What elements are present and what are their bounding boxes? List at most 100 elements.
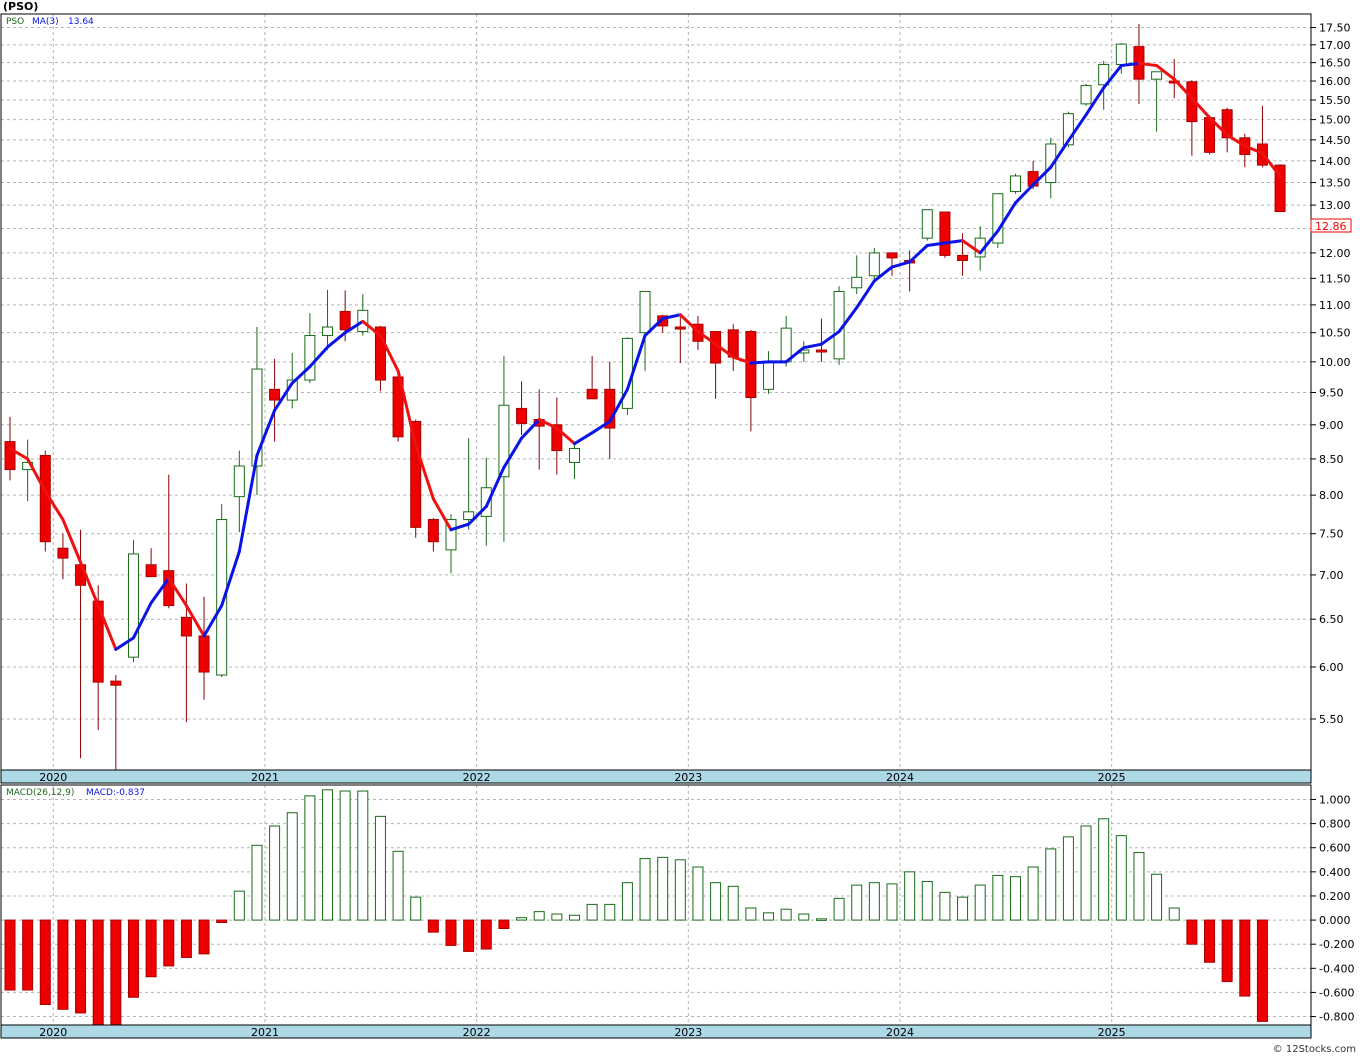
macd-bar — [445, 919, 457, 946]
candle-body — [1009, 175, 1021, 192]
candle — [639, 290, 651, 371]
ma-segment — [26, 457, 47, 493]
macd-bar — [1221, 919, 1233, 983]
ma-segment — [819, 330, 841, 346]
ma-segment — [61, 518, 83, 564]
candle-body — [639, 290, 651, 334]
candle-body — [1221, 109, 1233, 139]
macd-tick-label: 0.800 — [1319, 818, 1351, 831]
x-axis-label: 2021 — [251, 771, 279, 784]
candle — [110, 675, 122, 770]
price-candles — [4, 24, 1286, 770]
macd-bar — [621, 882, 633, 921]
x-axis-label: 2021 — [251, 1026, 279, 1039]
macd-grid — [1, 785, 1311, 1025]
candle — [516, 381, 528, 435]
candle — [163, 474, 175, 609]
candle — [586, 355, 598, 400]
ma-segment — [449, 522, 471, 532]
candle — [1221, 107, 1233, 153]
ma-segment — [1049, 139, 1070, 169]
macd-bar — [1204, 919, 1216, 963]
x-axis-label: 2022 — [463, 771, 491, 784]
macd-bar — [463, 919, 475, 952]
ma-segment — [872, 265, 894, 283]
candle-body — [992, 193, 1004, 244]
price-tick-label: 14.50 — [1319, 134, 1351, 147]
macd-bar — [1151, 873, 1163, 921]
price-tick-label: 15.50 — [1319, 94, 1351, 107]
ma-segment — [8, 446, 30, 461]
macd-panel-border — [0, 784, 1312, 1026]
macd-bar — [533, 911, 545, 921]
candle — [727, 324, 739, 371]
price-tick-label: 14.00 — [1319, 155, 1351, 168]
ma-segment — [43, 489, 65, 522]
candle — [57, 533, 69, 580]
ma-segment — [1137, 61, 1159, 68]
ma-segment — [220, 549, 241, 608]
macd-bar — [498, 919, 510, 930]
ma-segment — [414, 443, 435, 501]
candle — [22, 439, 34, 502]
macd-bar — [251, 844, 263, 921]
ma-segment — [1013, 183, 1035, 205]
x-axis-label: 2023 — [674, 771, 702, 784]
price-tick-label: 11.00 — [1319, 299, 1351, 312]
macd-bar — [851, 884, 863, 921]
candle — [480, 457, 492, 546]
price-tick-label: 8.50 — [1319, 453, 1344, 466]
candle-body — [339, 310, 351, 331]
ma-segment — [96, 604, 118, 651]
candle — [604, 361, 616, 459]
candle-body — [216, 519, 228, 676]
price-tick-label: 12.00 — [1319, 247, 1351, 260]
ma-segment — [79, 560, 100, 608]
macd-bar — [410, 896, 422, 921]
macd-bar — [392, 850, 404, 921]
ma-segment — [167, 576, 188, 608]
price-tick-label: 10.50 — [1319, 327, 1351, 340]
macd-bar — [427, 919, 439, 933]
ma-segment — [361, 319, 382, 338]
ma-segment — [661, 313, 682, 321]
candle-body — [1274, 164, 1286, 213]
ma-segment — [943, 239, 965, 245]
ma-segment — [572, 431, 594, 446]
macd-tick-label: 0.600 — [1319, 842, 1351, 855]
price-x-axis-band — [0, 769, 1312, 784]
macd-bar — [568, 914, 580, 921]
ma-segment — [678, 313, 700, 334]
macd-bar — [692, 866, 704, 921]
x-axis-label: 2024 — [886, 771, 914, 784]
x-axis-label: 2020 — [39, 771, 67, 784]
macd-bar — [551, 913, 563, 921]
macd-bar — [1098, 818, 1110, 921]
ma-segment — [625, 334, 647, 391]
candle-body — [886, 252, 898, 259]
macd-bar — [1115, 835, 1127, 921]
candle — [427, 517, 439, 552]
macd-x-axis-band — [0, 1024, 1312, 1039]
macd-bar — [674, 859, 686, 921]
macd-bar — [586, 903, 598, 921]
candle-body — [516, 407, 528, 424]
macd-bar — [216, 919, 228, 923]
candle-body — [939, 211, 951, 256]
candle — [1080, 84, 1092, 106]
ma-segment — [202, 604, 224, 638]
ma-segment — [484, 465, 506, 508]
x-axis-label: 2025 — [1098, 1026, 1126, 1039]
candle-body — [780, 327, 792, 363]
candle — [445, 514, 457, 574]
last-price-label: 12.86 — [1315, 220, 1347, 233]
candle-body — [1062, 113, 1074, 146]
candle-body — [1115, 43, 1127, 65]
macd-bar — [233, 890, 245, 921]
ma-segment — [1190, 96, 1212, 120]
candle-body — [815, 349, 827, 353]
macd-bar — [992, 874, 1004, 921]
candle-body — [251, 368, 263, 467]
candle — [674, 316, 686, 364]
